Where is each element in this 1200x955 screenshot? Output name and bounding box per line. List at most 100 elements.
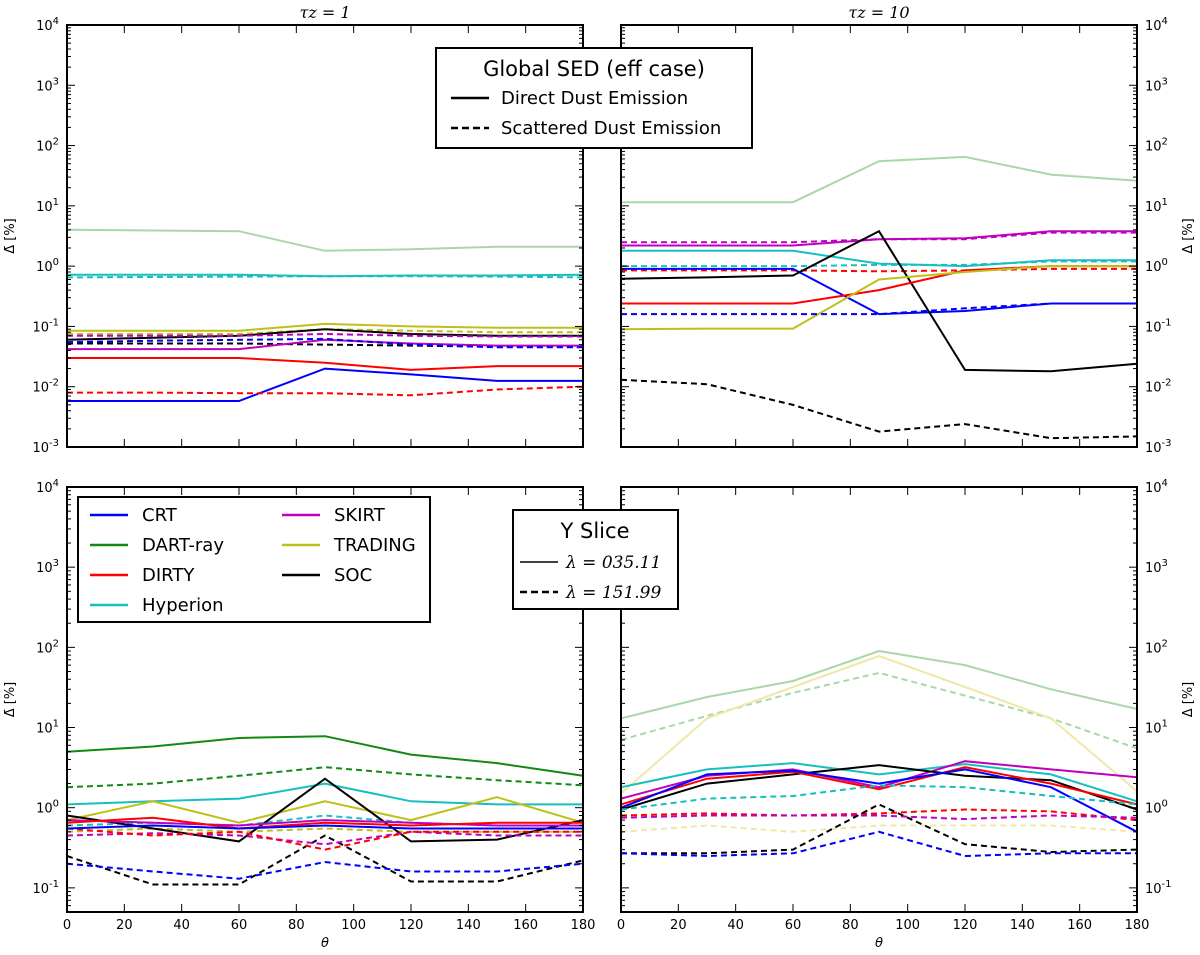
series-line-soc-dashed	[66, 834, 584, 886]
series-line-crt-solid	[66, 824, 583, 830]
y-axis-label: Δ [%]	[1181, 218, 1196, 254]
x-axis	[620, 25, 1138, 447]
series-line-trading-solid	[67, 322, 583, 332]
series-line-dirty-dashed	[621, 267, 1137, 273]
panel-bottom-right: 10-1 100 101 102 103 104 0 20 40 60 80 100 120 140 160…	[617, 478, 1196, 951]
series-line-crt-dashed	[621, 302, 1137, 316]
series-line-dirty-solid	[67, 357, 583, 371]
y-tick-label: 10-1	[32, 317, 59, 335]
x-tick-label: 60	[231, 918, 248, 933]
series-line-hyperion-solid	[67, 273, 584, 278]
series-line-skirt-solid	[620, 760, 1138, 800]
x-axis-label: θ	[321, 936, 329, 951]
series-line-dirty-dashed	[67, 385, 584, 397]
legend-item-label: SKIRT	[334, 505, 386, 526]
plot-frame	[66, 24, 584, 448]
y-tick-label: 101	[1145, 719, 1168, 737]
series-line-crt-dashed	[66, 337, 583, 349]
y-tick-label: 10-1	[1145, 879, 1172, 897]
panel-top-left: 10-3 10-2 10-1 100 101 102 103 104 Δ̄ [%] τz = 1	[3, 3, 584, 456]
y-axis: 10-3 10-2 10-1 100 101 102 103 104	[621, 16, 1172, 456]
panel-title: τz = 1	[299, 3, 350, 22]
x-tick-label: 80	[288, 918, 305, 933]
y-tick-label: 102	[1145, 137, 1168, 155]
series-line-skirt-dashed	[66, 830, 583, 846]
series-line-soc-dashed	[621, 803, 1138, 855]
y-tick-label: 10-2	[1145, 378, 1172, 396]
x-tick-label: 40	[173, 918, 190, 933]
x-tick-label: 0	[63, 918, 71, 933]
legend-item-label: DART-ray	[142, 535, 224, 556]
series-line-skirt-dashed	[67, 332, 583, 338]
x-axis: 0 20 40 60 80 100 120 140 160 180	[617, 487, 1150, 933]
y-tick-label: 103	[36, 558, 59, 576]
series-group	[66, 735, 584, 886]
x-tick-label: 100	[895, 918, 920, 933]
legend-item-label: CRT	[142, 505, 178, 526]
series-line-trading-solid	[66, 796, 584, 824]
series-line-trading-dashed	[67, 328, 583, 335]
x-tick-label: 20	[116, 918, 133, 933]
x-tick-label: 160	[1067, 918, 1092, 933]
panel-title: τz = 10	[848, 3, 909, 22]
series-line-dart-ray-solid	[66, 735, 584, 777]
series-line-soc-solid	[620, 764, 1138, 811]
y-tick-label: 100	[1145, 257, 1168, 275]
y-tick-label: 103	[1145, 76, 1168, 94]
y-tick-label: 102	[1145, 638, 1168, 656]
series-line-soc-solid	[66, 777, 584, 843]
series-line-skirt-solid	[621, 230, 1137, 247]
x-axis-label: θ	[875, 936, 883, 951]
series-line-crt-solid	[621, 267, 1137, 316]
plot-frame	[620, 24, 1138, 448]
series-group	[620, 649, 1138, 858]
y-tick-label: 104	[36, 478, 59, 496]
y-tick-label: 104	[1145, 16, 1168, 34]
y-tick-label: 100	[36, 257, 59, 275]
legend-item-label: DIRTY	[142, 565, 195, 586]
series-group	[620, 155, 1138, 440]
y-axis-label: Δ̄ [%]	[3, 218, 18, 254]
series-line-dirty-solid	[621, 265, 1137, 305]
legend-item-label: λ = 151.99	[565, 583, 661, 603]
x-axis	[66, 25, 584, 447]
x-axis: 0 20 40 60 80 100 120 140 160 180	[63, 487, 596, 933]
panel-top-right: 10-3 10-2 10-1 100 101 102 103 104 Δ [%] τz = 10	[620, 3, 1196, 456]
series-line-dirty-solid	[620, 766, 1138, 806]
y-tick-label: 101	[36, 197, 59, 215]
series-line-skirt-solid	[67, 338, 583, 351]
series-line-dirty-dashed	[66, 827, 583, 851]
panel-bottom-left: 10-1 100 101 102 103 104 0 20 40 60 80 100 120 140 160…	[3, 478, 595, 951]
y-tick-label: 103	[1145, 558, 1168, 576]
y-tick-label: 10-3	[32, 438, 59, 456]
legend-box	[512, 509, 679, 610]
y-axis-label: Δ [%]	[1181, 682, 1196, 718]
series-line-crt-dashed	[620, 830, 1137, 858]
y-tick-label: 104	[36, 16, 59, 34]
y-tick-label: 101	[36, 719, 59, 737]
x-tick-label: 180	[1125, 918, 1150, 933]
x-tick-label: 120	[399, 918, 424, 933]
y-tick-label: 10-1	[32, 879, 59, 897]
series-line-skirt-dashed	[620, 814, 1138, 821]
legend-item-label: TRADING	[333, 535, 416, 556]
x-tick-label: 180	[571, 918, 596, 933]
y-tick-label: 104	[1145, 478, 1168, 496]
plot-frame	[66, 486, 584, 913]
y-axis: 10-1 100 101 102 103 104	[621, 478, 1172, 907]
x-tick-label: 40	[727, 918, 744, 933]
legend-item-label: SOC	[334, 565, 372, 586]
series-line-soc-solid	[620, 229, 1138, 373]
series-line-hyperion-dashed	[66, 275, 584, 279]
y-tick-label: 103	[36, 76, 59, 94]
y-tick-label: 10-1	[1145, 317, 1172, 335]
legend-item-label: λ = 035.11	[565, 553, 661, 573]
series-line-hyperion-solid	[620, 762, 1138, 803]
series-line-trading-dashed	[620, 824, 1138, 833]
legend-item-label: Hyperion	[142, 595, 224, 616]
series-line-skirt-solid	[66, 819, 583, 827]
y-tick-label: 10-2	[32, 378, 59, 396]
y-tick-label: 102	[36, 638, 59, 656]
series-line-crt-solid	[67, 367, 583, 402]
